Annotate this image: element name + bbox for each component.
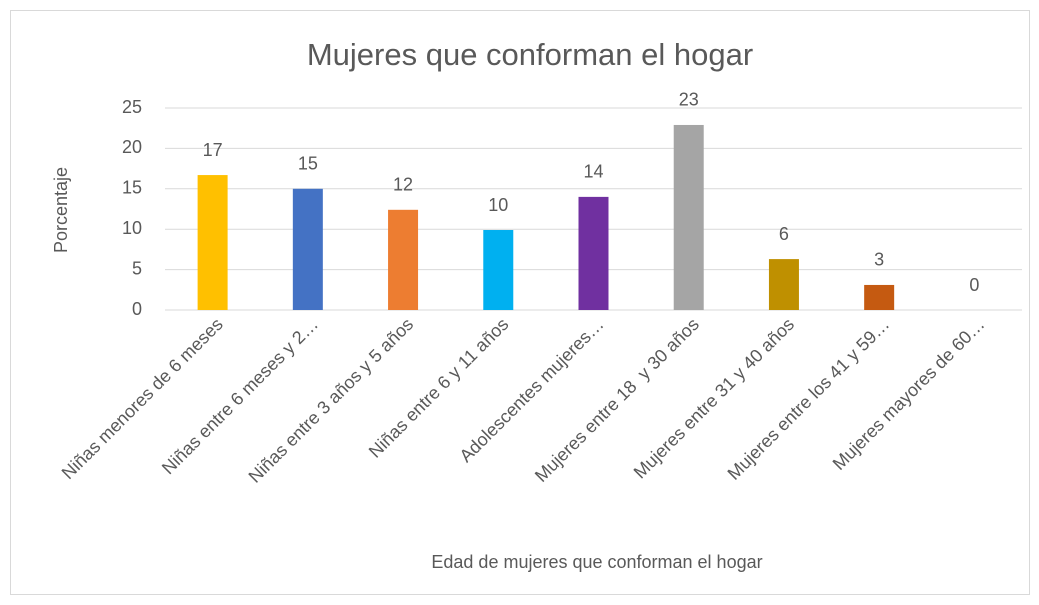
y-tick-label: 15	[122, 178, 142, 198]
data-label: 17	[203, 140, 223, 160]
bar	[768, 259, 799, 310]
data-label: 3	[874, 250, 884, 270]
bar	[578, 196, 609, 310]
data-label: 23	[679, 90, 699, 110]
chart-title: Mujeres que conforman el hogar	[307, 37, 753, 72]
data-label: 15	[298, 154, 318, 174]
data-label: 6	[779, 224, 789, 244]
data-label: 10	[488, 195, 508, 215]
y-tick-label: 10	[122, 218, 142, 238]
bar	[483, 230, 514, 310]
y-axis-title: Porcentaje	[51, 167, 71, 253]
bar	[673, 124, 704, 310]
bar	[388, 209, 419, 310]
bar	[292, 188, 323, 310]
data-label: 14	[583, 162, 603, 182]
data-label: 0	[969, 275, 979, 295]
x-axis-title: Edad de mujeres que conforman el hogar	[431, 552, 762, 572]
bar	[197, 175, 228, 310]
data-label: 12	[393, 175, 413, 195]
y-tick-label: 20	[122, 137, 142, 157]
y-tick-label: 25	[122, 97, 142, 117]
y-tick-label: 5	[132, 258, 142, 278]
bar	[864, 284, 895, 310]
y-tick-label: 0	[132, 299, 142, 319]
